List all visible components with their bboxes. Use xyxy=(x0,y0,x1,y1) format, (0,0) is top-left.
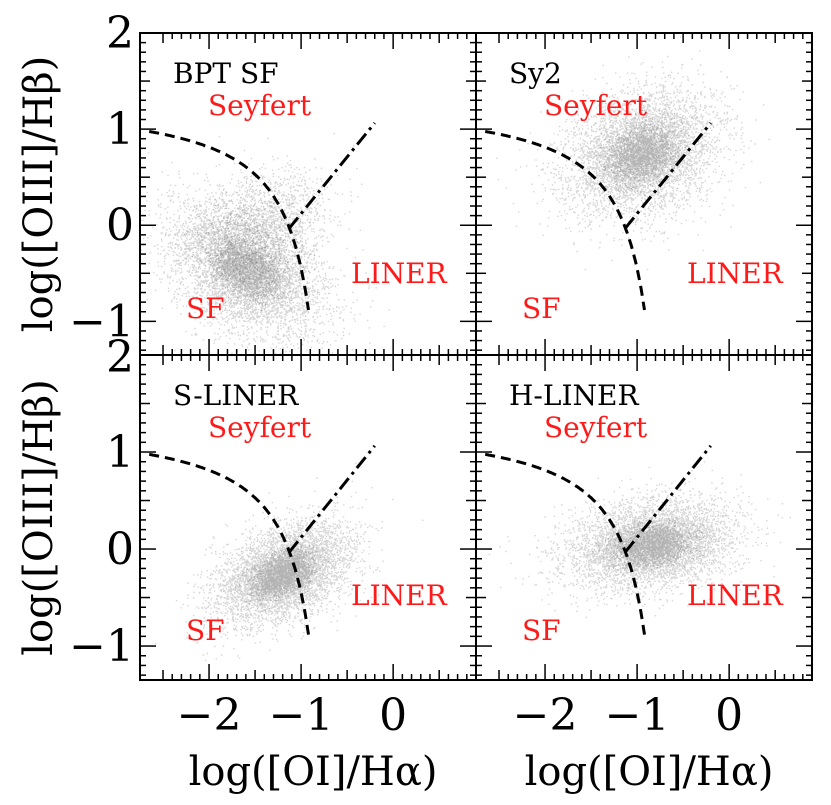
region-label-liner: LINER xyxy=(687,257,784,290)
y-axis-label: log([OIII]/Hβ) xyxy=(16,56,62,333)
y-tick-label: −1 xyxy=(69,296,134,347)
panel-title: H-LINER xyxy=(509,379,639,412)
region-label-seyfert: Seyfert xyxy=(544,411,648,444)
panel-title: BPT SF xyxy=(173,57,279,90)
y-tick-label: 2 xyxy=(106,332,134,383)
region-label-liner: LINER xyxy=(351,579,448,612)
sf-dashed-line xyxy=(485,452,646,635)
x-axis-label: log([OI]/Hα) xyxy=(525,749,774,795)
x-tick-label: 0 xyxy=(379,690,407,741)
x-tick-label: −2 xyxy=(513,690,578,741)
region-label-seyfert: Seyfert xyxy=(208,89,312,122)
region-label-sf: SF xyxy=(186,292,225,325)
seyfert-liner-dashdot-line xyxy=(623,122,712,230)
y-axis-label: log([OIII]/Hβ) xyxy=(16,379,62,656)
sf-dashed-line xyxy=(485,130,646,311)
region-label-sf: SF xyxy=(522,292,561,325)
region-label-sf: SF xyxy=(522,614,561,647)
region-label-seyfert: Seyfert xyxy=(208,411,312,444)
y-tick-label: 0 xyxy=(106,200,134,251)
panel-frame xyxy=(475,354,813,681)
density-points xyxy=(488,461,791,619)
panel-title: S-LINER xyxy=(173,379,299,412)
panel-title: Sy2 xyxy=(509,57,562,90)
y-tick-label: 1 xyxy=(106,427,134,478)
density-points xyxy=(140,132,390,355)
sf-dashed-line xyxy=(149,452,310,635)
x-tick-label: −1 xyxy=(269,690,334,741)
x-tick-label: −1 xyxy=(605,690,670,741)
y-tick-label: 0 xyxy=(106,524,134,575)
x-tick-label: 0 xyxy=(715,690,743,741)
x-tick-label: −2 xyxy=(177,690,242,741)
seyfert-liner-dashdot-line xyxy=(623,444,712,554)
y-tick-label: 2 xyxy=(106,8,134,59)
region-label-sf: SF xyxy=(186,614,225,647)
region-label-liner: LINER xyxy=(687,579,784,612)
y-tick-label: −1 xyxy=(69,621,134,672)
seyfert-liner-dashdot-line xyxy=(287,122,376,230)
density-points xyxy=(155,462,424,662)
x-axis-label: log([OI]/Hα) xyxy=(189,749,438,795)
region-label-seyfert: Seyfert xyxy=(544,89,648,122)
region-label-liner: LINER xyxy=(351,257,448,290)
sf-dashed-line xyxy=(149,130,310,311)
seyfert-liner-dashdot-line xyxy=(287,444,376,554)
density-points xyxy=(496,36,770,271)
y-tick-label: 1 xyxy=(106,104,134,155)
